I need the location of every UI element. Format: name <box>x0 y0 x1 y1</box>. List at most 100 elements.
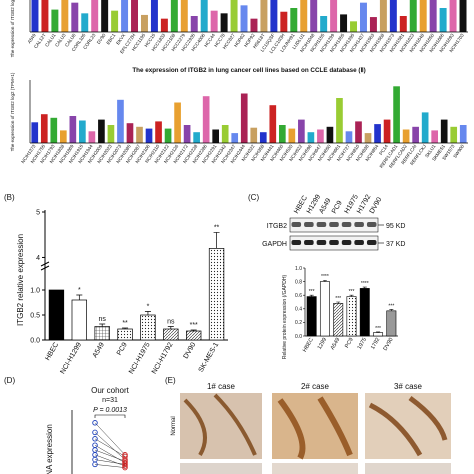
y-axis-label: ITGB2 relative expression <box>16 234 25 326</box>
bar <box>136 126 143 143</box>
bar <box>61 0 69 32</box>
significance: ns <box>98 316 106 323</box>
y-axis-label: NA expression <box>45 424 54 474</box>
row-label: Normal <box>171 416 177 435</box>
bar <box>193 132 200 143</box>
panel-label: (D) <box>4 376 15 385</box>
pair-line <box>94 422 126 455</box>
bar <box>346 296 357 337</box>
bar <box>190 16 198 32</box>
bar <box>71 2 79 33</box>
bar <box>240 93 248 143</box>
point <box>92 436 98 442</box>
bar <box>359 288 370 337</box>
significance: *** <box>190 322 198 329</box>
band <box>354 240 364 245</box>
bar <box>290 8 298 32</box>
bar <box>350 21 358 32</box>
x-tick-label: PC9 <box>116 341 129 356</box>
band <box>366 240 377 245</box>
bar <box>373 332 384 337</box>
x-tick-label: HBEC <box>302 337 315 353</box>
significance: ns <box>167 319 175 326</box>
significance: *** <box>349 289 355 295</box>
bar <box>320 16 328 32</box>
x-tick-label: 1299 <box>317 337 328 351</box>
x-tick-label: DV90 <box>383 337 395 352</box>
y-tick-label: 0.8 <box>295 279 302 285</box>
significance: * <box>147 304 150 311</box>
bar <box>440 119 448 143</box>
bar <box>431 130 439 143</box>
point <box>122 463 128 469</box>
bar <box>174 102 181 143</box>
bar <box>278 125 286 143</box>
bar <box>326 126 334 143</box>
bar <box>230 0 238 32</box>
bar <box>306 296 317 337</box>
bar <box>221 125 229 143</box>
bar <box>111 10 119 32</box>
bar <box>317 129 324 143</box>
band <box>341 222 352 227</box>
bar <box>340 14 348 32</box>
band <box>304 240 314 245</box>
x-tick-label: NCI-H1299 <box>59 341 83 375</box>
x-tick-label: A549 <box>27 32 38 44</box>
bar <box>409 0 417 33</box>
bar <box>298 119 305 143</box>
band <box>291 240 302 245</box>
bar <box>202 96 210 143</box>
bar <box>280 11 288 32</box>
y-tick-label: 0.0 <box>30 338 40 345</box>
bar <box>355 121 362 143</box>
bar <box>220 13 228 33</box>
y-tick-label: 0.6 <box>295 293 302 299</box>
size-label: 37 KD <box>386 241 405 248</box>
bars <box>31 86 467 143</box>
significance: **** <box>361 281 369 287</box>
bar <box>240 5 248 32</box>
bar <box>164 128 172 143</box>
bar <box>369 17 377 32</box>
point <box>122 461 128 468</box>
x-tick-label: 1792 <box>370 337 381 351</box>
point <box>92 429 98 436</box>
bar <box>107 125 115 143</box>
error-bar <box>76 294 83 300</box>
bar <box>50 117 58 143</box>
bar <box>51 9 59 33</box>
bar <box>250 18 258 32</box>
bar <box>449 0 457 32</box>
annotation: P = 0.0013 <box>93 407 127 414</box>
bar <box>79 120 86 143</box>
bar <box>386 310 397 337</box>
x-tick-label: DV90 <box>183 341 198 360</box>
x-tick-label: EBC1 <box>105 32 116 45</box>
bar <box>421 112 429 143</box>
x-tick-label: A549 <box>330 337 342 351</box>
error-bar <box>309 294 314 297</box>
x-tick-label: NCI-H1792 <box>151 341 175 375</box>
band <box>329 222 339 227</box>
significance: ** <box>122 320 128 327</box>
bar <box>170 0 178 32</box>
band <box>366 222 377 227</box>
panel-label: (E) <box>165 376 176 385</box>
bar <box>259 132 267 143</box>
point <box>92 420 98 426</box>
x-tick-label: 1975 <box>357 337 368 351</box>
bar <box>200 0 208 33</box>
bar <box>336 98 343 143</box>
y-tick-label: 1.0 <box>30 288 40 295</box>
error-bar <box>144 311 151 315</box>
bar <box>288 128 296 143</box>
chart-title: The expression of ITGB2 in lung cancer c… <box>132 67 365 74</box>
bar <box>450 126 458 143</box>
chart-title: Our cohort <box>91 386 130 395</box>
bar <box>183 125 191 143</box>
bar <box>412 126 419 143</box>
bar <box>81 13 89 33</box>
bar <box>439 8 447 32</box>
